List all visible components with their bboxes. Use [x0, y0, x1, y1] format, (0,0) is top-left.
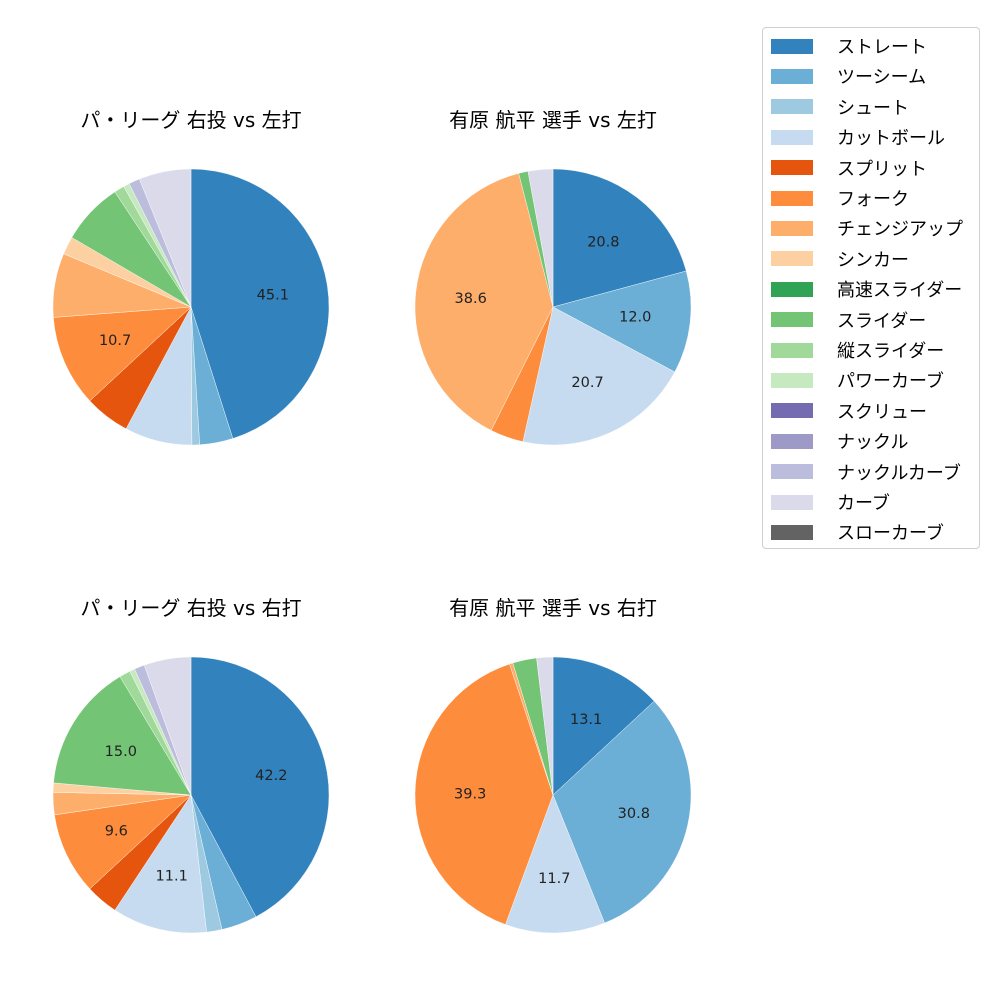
pie-slice-label: 20.8 [587, 234, 619, 250]
legend-item-split: スプリット [771, 153, 927, 183]
pie-slice-label: 9.6 [105, 824, 128, 840]
legend-swatch [771, 38, 813, 54]
legend-swatch [771, 281, 813, 297]
pie-slice-label: 11.1 [156, 869, 188, 885]
pie-slice [522, 306, 676, 446]
legend-item-changeup: チェンジアップ [771, 213, 963, 243]
legend-item-straight: ストレート [771, 31, 927, 61]
pie-slice-label: 12.0 [619, 309, 651, 325]
pie-slice-label: 13.1 [570, 712, 602, 728]
legend-swatch [771, 190, 813, 206]
legend-swatch [771, 99, 813, 115]
legend: ストレート ツーシーム シュート カットボール スプリット フォーク チェンジア… [762, 27, 980, 549]
legend-label: 高速スライダー [837, 280, 963, 302]
legend-swatch [771, 251, 813, 267]
pie-slice-label: 30.8 [618, 806, 650, 822]
pie-slice-label: 10.7 [99, 333, 131, 349]
pie-chart-league-vs-left: 45.1 10.7 [52, 168, 330, 446]
legend-label: シュート [837, 97, 909, 119]
pie-slice [527, 168, 554, 308]
pie-slice [414, 663, 554, 925]
legend-swatch [771, 160, 813, 176]
legend-label: フォーク [837, 189, 909, 210]
legend-label: シンカー [837, 249, 909, 271]
legend-item-curve: カーブ [771, 487, 890, 517]
pie-slice [505, 794, 605, 934]
legend-label: スプリット [837, 158, 927, 180]
pie-slice [552, 270, 692, 373]
legend-swatch [771, 524, 813, 540]
legend-label: ツーシーム [837, 67, 927, 89]
legend-label: カットボール [837, 128, 945, 150]
legend-label: カーブ [837, 493, 890, 514]
legend-swatch [771, 129, 813, 145]
pie-chart-arihara-vs-left: 20.8 12.0 20.7 38.6 [414, 168, 692, 446]
legend-swatch [771, 220, 813, 236]
pie-slice [190, 656, 330, 918]
pie-slice [552, 700, 692, 924]
legend-swatch [771, 372, 813, 388]
pie-slice [53, 676, 192, 796]
pie-slice [139, 168, 192, 308]
pie-slice [414, 173, 554, 431]
pie-chart-league-vs-right: 42.2 11.1 9.6 15.0 [52, 656, 330, 934]
legend-swatch [771, 68, 813, 84]
legend-item-slider: スライダー [771, 305, 926, 335]
chart-title-league-vs-right: パ・リーグ 右投 vs 右打 [80, 596, 302, 620]
pie-slice [552, 168, 687, 308]
legend-swatch [771, 433, 813, 449]
legend-label: ナックルカーブ [837, 462, 961, 484]
pie-slice-label: 42.2 [255, 768, 287, 784]
pie-slice-label: 45.1 [257, 287, 289, 303]
legend-swatch [771, 342, 813, 358]
legend-label: ナックル [837, 432, 909, 454]
pie-chart-arihara-vs-right: 13.1 30.8 11.7 39.3 [414, 656, 692, 934]
legend-swatch [771, 312, 813, 328]
pie-slice [190, 168, 330, 439]
pie-slice [54, 794, 192, 890]
pie-slice [143, 656, 192, 796]
legend-item-cutball: カットボール [771, 122, 945, 152]
legend-item-twoseam: ツーシーム [771, 61, 926, 91]
chart-title-league-vs-left: パ・リーグ 右投 vs 左打 [80, 108, 302, 132]
pie-slice [552, 656, 655, 796]
legend-label: スクリュー [837, 401, 927, 423]
pie-slice-label: 20.7 [571, 375, 603, 391]
legend-item-vertical-slider: 縦スライダー [771, 335, 944, 365]
legend-item-screwball: スクリュー [771, 396, 927, 426]
chart-title-arihara-vs-right: 有原 航平 選手 vs 右打 [449, 596, 657, 620]
pie-slice [53, 306, 192, 402]
legend-swatch [771, 403, 813, 419]
legend-label: チェンジアップ [837, 219, 963, 241]
chart-title-arihara-vs-left: 有原 航平 選手 vs 左打 [449, 108, 657, 132]
legend-label: 縦スライダー [837, 341, 945, 362]
legend-item-shoot: シュート [771, 92, 909, 122]
legend-item-sinker: シンカー [771, 244, 909, 274]
legend-label: パワーカーブ [837, 371, 944, 393]
legend-item-slow-curve: スローカーブ [771, 517, 944, 547]
legend-item-knuckle-curve: ナックルカーブ [771, 457, 961, 487]
pie-slice [114, 794, 207, 934]
pie-slice-label: 38.6 [455, 291, 487, 307]
legend-item-fast-slider: 高速スライダー [771, 274, 962, 304]
legend-item-knuckle: ナックル [771, 426, 908, 456]
pie-slice [536, 656, 554, 796]
legend-item-power-curve: パワーカーブ [771, 365, 944, 395]
legend-label: スローカーブ [837, 523, 944, 545]
pie-slice-label: 39.3 [454, 787, 486, 803]
legend-label: スライダー [837, 310, 927, 332]
pie-slice-label: 15.0 [105, 744, 137, 760]
legend-item-fork: フォーク [771, 183, 909, 213]
legend-swatch [771, 464, 813, 480]
legend-swatch [771, 494, 813, 510]
legend-label: ストレート [837, 37, 927, 58]
pie-slice-label: 11.7 [538, 871, 570, 887]
